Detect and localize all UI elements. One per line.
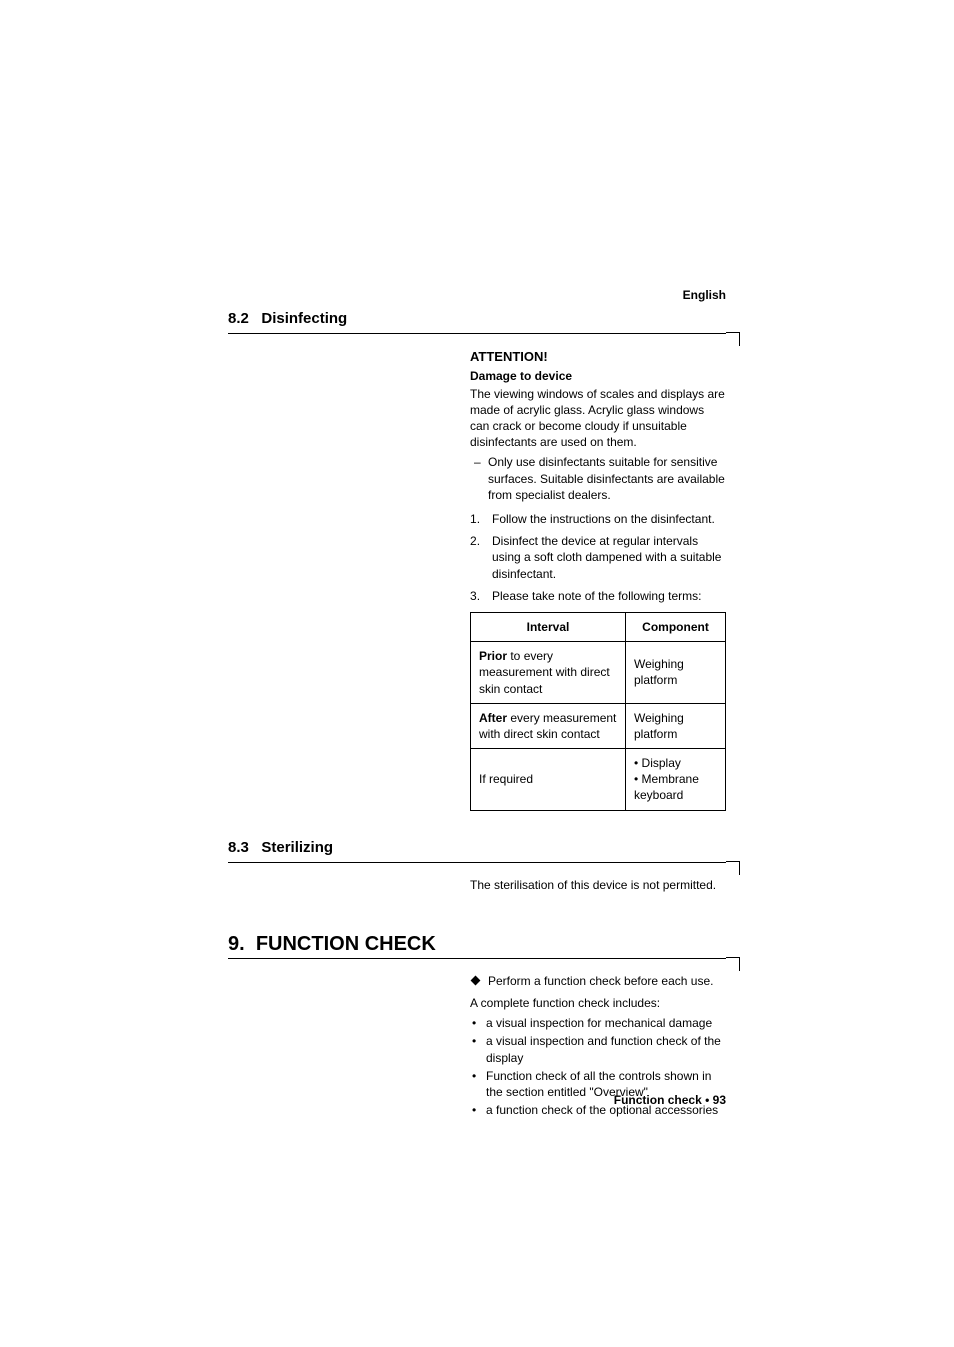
list-item: a visual inspection and function check o…	[470, 1033, 726, 1065]
divider	[228, 958, 726, 959]
disinfect-table: Interval Component Prior to every measur…	[470, 612, 726, 811]
cell-bullet-list: Display Membrane keyboard	[634, 755, 717, 804]
chapter-number: 9.	[228, 933, 245, 955]
list-item: a visual inspection for mechanical damag…	[470, 1015, 726, 1031]
section-rule	[228, 333, 726, 334]
cell-component: Display Membrane keyboard	[625, 749, 725, 811]
language-label: English	[683, 288, 726, 302]
cell-interval: After every measurement with direct skin…	[471, 703, 626, 748]
list-item: Only use disinfectants suitable for sens…	[470, 454, 726, 503]
section-8-3-body: The sterilisation of this device is not …	[470, 877, 726, 893]
chapter-9-heading: 9. FUNCTION CHECK	[228, 933, 726, 956]
corner-mark-icon	[726, 332, 740, 346]
attention-subtitle: Damage to device	[470, 368, 726, 384]
attention-dash-list: Only use disinfectants suitable for sens…	[470, 454, 726, 503]
section-8-3-heading: 8.3 Sterilizing	[228, 839, 726, 856]
col-component: Component	[625, 612, 725, 641]
section-title: Disinfecting	[261, 310, 347, 327]
list-item: Perform a function check before each use…	[470, 973, 726, 989]
section-8-2-heading: 8.2 Disinfecting	[228, 310, 726, 327]
table-row: After every measurement with direct skin…	[471, 703, 726, 748]
chapter-title: FUNCTION CHECK	[256, 933, 436, 955]
divider	[228, 333, 726, 334]
cell-interval: If required	[471, 749, 626, 811]
cell-component: Weighing platform	[625, 642, 725, 704]
list-item: Disinfect the device at regular interval…	[470, 533, 726, 582]
attention-body: The viewing windows of scales and displa…	[470, 386, 726, 451]
bold-word: Prior	[479, 649, 507, 663]
function-check-intro: A complete function check includes:	[470, 995, 726, 1011]
list-item: Follow the instructions on the disinfect…	[470, 511, 726, 527]
corner-mark-icon	[726, 861, 740, 875]
list-item: Display	[634, 755, 717, 771]
table-row: Interval Component	[471, 612, 726, 641]
page-footer: Function check • 93	[614, 1093, 726, 1107]
section-number: 8.3	[228, 839, 249, 856]
diamond-list: Perform a function check before each use…	[470, 973, 726, 989]
divider	[228, 862, 726, 863]
table-row: If required Display Membrane keyboard	[471, 749, 726, 811]
list-item: Please take note of the following terms:	[470, 588, 726, 604]
attention-title: ATTENTION!	[470, 348, 726, 366]
bold-word: After	[479, 711, 507, 725]
section-8-2-body: ATTENTION! Damage to device The viewing …	[470, 348, 726, 811]
sterilizing-text: The sterilisation of this device is not …	[470, 877, 726, 893]
section-rule	[228, 862, 726, 863]
corner-mark-icon	[726, 957, 740, 971]
cell-interval: Prior to every measurement with direct s…	[471, 642, 626, 704]
disinfect-steps: Follow the instructions on the disinfect…	[470, 511, 726, 604]
list-item: Membrane keyboard	[634, 771, 717, 803]
section-title: Sterilizing	[261, 839, 333, 856]
cell-component: Weighing platform	[625, 703, 725, 748]
col-interval: Interval	[471, 612, 626, 641]
table-row: Prior to every measurement with direct s…	[471, 642, 726, 704]
chapter-rule	[228, 958, 726, 959]
section-number: 8.2	[228, 310, 249, 327]
